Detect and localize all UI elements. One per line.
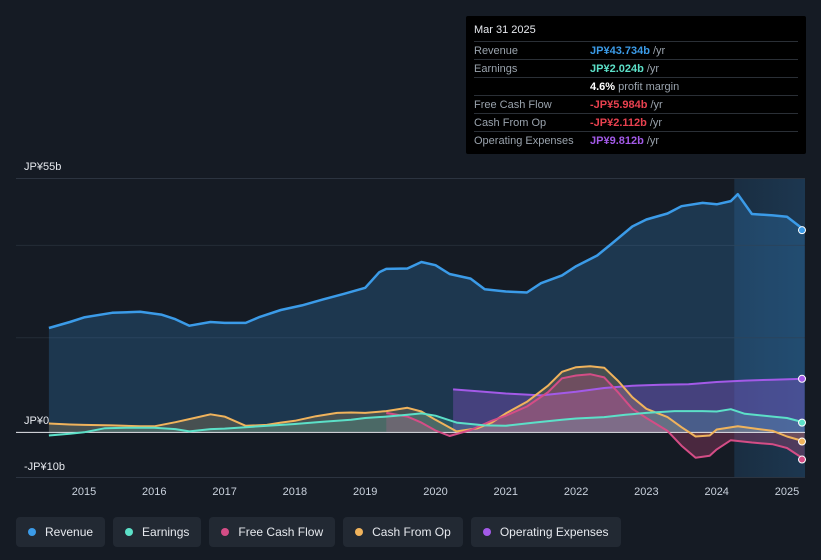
- x-tick-label: 2016: [142, 486, 166, 498]
- tooltip-label: Operating Expenses: [474, 134, 574, 147]
- tooltip-label: Cash From Op: [474, 116, 547, 129]
- legend: Revenue Earnings Free Cash Flow Cash Fro…: [16, 517, 621, 547]
- legend-dot-icon: [28, 528, 36, 536]
- legend-item-operating-expenses[interactable]: Operating Expenses: [470, 517, 621, 547]
- marker-cfo: [798, 437, 806, 446]
- tooltip-row-margin: 4.6% profit margin: [474, 77, 798, 95]
- marker-opex: [798, 374, 806, 383]
- tooltip-value: JP¥2.024b: [590, 62, 644, 75]
- tooltip-label: Free Cash Flow: [474, 98, 552, 111]
- tooltip-row-fcf: Free Cash Flow -JP¥5.984b /yr: [474, 95, 798, 113]
- area-revenue: [48, 194, 805, 432]
- legend-dot-icon: [221, 528, 230, 536]
- x-tick-label: 2019: [353, 486, 377, 498]
- tooltip-unit: /yr: [652, 44, 666, 57]
- tooltip-unit: profit margin: [618, 80, 680, 93]
- tooltip-date: Mar 31 2025: [474, 24, 536, 36]
- x-tick-label: 2022: [564, 486, 588, 498]
- legend-item-cash-from-op[interactable]: Cash From Op: [343, 517, 463, 547]
- tooltip-row-cfo: Cash From Op -JP¥2.112b /yr: [474, 113, 798, 131]
- x-tick-label: 2017: [212, 486, 236, 498]
- legend-label: Operating Expenses: [499, 525, 609, 539]
- tooltip: Mar 31 2025 Revenue JP¥43.734b /yr Earni…: [466, 16, 806, 154]
- tooltip-value: 4.6%: [590, 80, 616, 93]
- x-tick-label: 2018: [283, 486, 307, 498]
- legend-dot-icon: [482, 528, 491, 536]
- legend-label: Cash From Op: [372, 525, 451, 539]
- marker-fcf: [798, 455, 806, 464]
- line-opex: [453, 377, 805, 397]
- tooltip-unit: /yr: [650, 98, 663, 111]
- tooltip-unit: /yr: [646, 62, 660, 75]
- x-tick-label: 2015: [72, 486, 96, 498]
- legend-label: Free Cash Flow: [238, 525, 324, 539]
- tooltip-row-earnings: Earnings JP¥2.024b /yr: [474, 59, 798, 77]
- marker-earnings: [798, 418, 806, 427]
- legend-item-earnings[interactable]: Earnings: [113, 517, 202, 547]
- legend-dot-icon: [355, 528, 364, 536]
- y-label-zero: JP¥0: [24, 415, 49, 427]
- tooltip-row-revenue: Revenue JP¥43.734b /yr: [474, 41, 798, 59]
- legend-label: Revenue: [45, 525, 94, 539]
- tooltip-label: Revenue: [474, 44, 519, 57]
- tooltip-value: -JP¥5.984b: [590, 98, 648, 111]
- line-earnings: [48, 408, 805, 437]
- tooltip-value: JP¥43.734b: [590, 44, 650, 57]
- tooltip-value: -JP¥2.112b: [590, 116, 647, 129]
- tooltip-unit: /yr: [646, 134, 660, 147]
- x-tick-label: 2021: [494, 486, 518, 498]
- y-label-bottom: -JP¥10b: [24, 461, 65, 473]
- x-tick-label: 2023: [634, 486, 658, 498]
- legend-item-revenue[interactable]: Revenue: [16, 517, 106, 547]
- line-cfo: [48, 365, 805, 443]
- legend-dot-icon: [125, 528, 134, 536]
- line-revenue: [48, 192, 806, 330]
- legend-label: Earnings: [142, 525, 190, 539]
- tooltip-row-opex: Operating Expenses JP¥9.812b /yr: [474, 131, 798, 149]
- legend-item-free-cash-flow[interactable]: Free Cash Flow: [209, 517, 336, 547]
- tooltip-label: Earnings: [474, 62, 518, 75]
- line-fcf: [386, 373, 806, 461]
- x-tick-label: 2025: [775, 486, 799, 498]
- marker-revenue: [798, 226, 806, 235]
- area-earnings: [48, 409, 805, 436]
- x-tick-label: 2020: [423, 486, 447, 498]
- y-label-top: JP¥55b: [24, 161, 61, 173]
- tooltip-unit: /yr: [649, 116, 663, 129]
- tooltip-value: JP¥9.812b: [590, 134, 644, 147]
- x-tick-label: 2024: [704, 486, 728, 498]
